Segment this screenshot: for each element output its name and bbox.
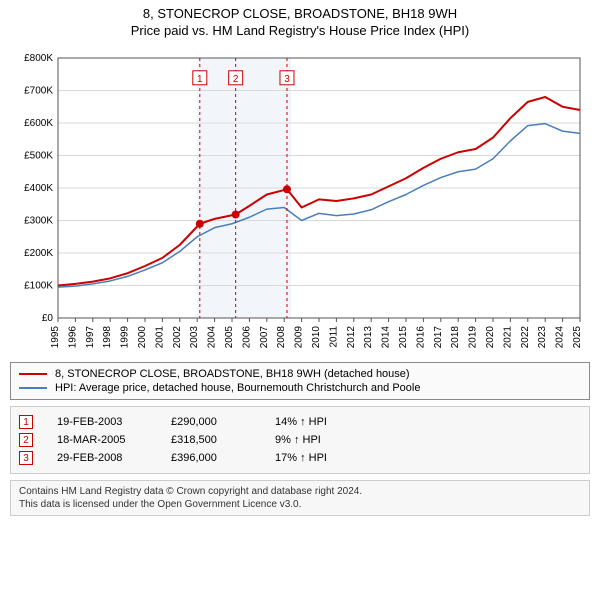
svg-text:2015: 2015 (398, 326, 409, 349)
svg-text:2009: 2009 (294, 326, 305, 349)
svg-text:2019: 2019 (468, 326, 479, 349)
event-pct-vs-hpi: 17% ↑ HPI (275, 452, 355, 464)
svg-text:£500K: £500K (24, 151, 53, 162)
footer-attribution: Contains HM Land Registry data © Crown c… (10, 480, 590, 516)
svg-text:2024: 2024 (555, 326, 566, 349)
svg-text:2012: 2012 (346, 326, 357, 349)
price-chart-svg: £0 £100K £200K £300K £400K £500K £600K £700K £80… (10, 48, 590, 358)
svg-text:2004: 2004 (207, 326, 218, 349)
svg-text:2008: 2008 (276, 326, 287, 349)
svg-text:2017: 2017 (433, 326, 444, 349)
svg-text:£0: £0 (42, 313, 54, 324)
svg-text:2003: 2003 (189, 326, 200, 349)
svg-text:2007: 2007 (259, 326, 270, 349)
svg-text:2023: 2023 (537, 326, 548, 349)
svg-text:£100K: £100K (24, 281, 53, 292)
svg-text:2013: 2013 (363, 326, 374, 349)
chart-area: £0 £100K £200K £300K £400K £500K £600K £700K £80… (10, 48, 590, 358)
title-line-2: Price paid vs. HM Land Registry's House … (0, 23, 600, 38)
legend: 8, STONECROP CLOSE, BROADSTONE, BH18 9WH… (10, 362, 590, 400)
svg-text:£300K: £300K (24, 216, 53, 227)
svg-text:1998: 1998 (102, 326, 113, 349)
svg-text:2010: 2010 (311, 326, 322, 349)
events-table: 1 19-FEB-2003 £290,000 14% ↑ HPI 2 18-MAR-200… (10, 406, 590, 474)
event-row: 1 19-FEB-2003 £290,000 14% ↑ HPI (19, 413, 581, 431)
svg-text:£600K: £600K (24, 118, 53, 129)
event-date: 29-FEB-2008 (57, 452, 147, 464)
svg-text:2018: 2018 (450, 326, 461, 349)
svg-text:2001: 2001 (154, 326, 165, 349)
legend-label: 8, STONECROP CLOSE, BROADSTONE, BH18 9WH… (55, 368, 410, 380)
svg-text:2020: 2020 (485, 326, 496, 349)
event-price: £396,000 (171, 452, 251, 464)
svg-text:3: 3 (284, 74, 290, 85)
svg-text:£400K: £400K (24, 183, 53, 194)
legend-label: HPI: Average price, detached house, Bour… (55, 382, 420, 394)
event-price: £318,500 (171, 434, 251, 446)
event-price: £290,000 (171, 416, 251, 428)
svg-text:1999: 1999 (120, 326, 131, 349)
legend-swatch (19, 373, 47, 375)
svg-text:2011: 2011 (328, 326, 339, 348)
svg-text:£200K: £200K (24, 248, 53, 259)
svg-text:2002: 2002 (172, 326, 183, 349)
svg-text:2006: 2006 (241, 326, 252, 349)
event-row: 2 18-MAR-2005 £318,500 9% ↑ HPI (19, 431, 581, 449)
footer-line-2: This data is licensed under the Open Gov… (19, 498, 581, 511)
svg-text:2014: 2014 (381, 326, 392, 349)
svg-text:1: 1 (197, 74, 203, 85)
svg-text:1995: 1995 (50, 326, 61, 349)
svg-text:2025: 2025 (572, 326, 583, 349)
footer-line-1: Contains HM Land Registry data © Crown c… (19, 485, 581, 498)
svg-text:2000: 2000 (137, 326, 148, 349)
event-pct-vs-hpi: 9% ↑ HPI (275, 434, 355, 446)
legend-swatch (19, 387, 47, 389)
event-pct-vs-hpi: 14% ↑ HPI (275, 416, 355, 428)
svg-text:2022: 2022 (520, 326, 531, 349)
legend-row: 8, STONECROP CLOSE, BROADSTONE, BH18 9WH… (19, 367, 581, 381)
event-date: 18-MAR-2005 (57, 434, 147, 446)
svg-text:£800K: £800K (24, 53, 53, 64)
chart-title-block: 8, STONECROP CLOSE, BROADSTONE, BH18 9WH… (0, 0, 600, 40)
event-number-badge: 3 (19, 451, 33, 465)
svg-text:£700K: £700K (24, 86, 53, 97)
svg-text:2005: 2005 (224, 326, 235, 349)
svg-text:2021: 2021 (502, 326, 513, 349)
svg-text:2016: 2016 (415, 326, 426, 349)
svg-text:2: 2 (233, 74, 239, 85)
svg-text:1996: 1996 (67, 326, 78, 349)
event-number-badge: 2 (19, 433, 33, 447)
title-line-1: 8, STONECROP CLOSE, BROADSTONE, BH18 9WH (0, 6, 600, 21)
event-number-badge: 1 (19, 415, 33, 429)
event-row: 3 29-FEB-2008 £396,000 17% ↑ HPI (19, 449, 581, 467)
svg-text:1997: 1997 (85, 326, 96, 349)
event-date: 19-FEB-2003 (57, 416, 147, 428)
legend-row: HPI: Average price, detached house, Bour… (19, 381, 581, 395)
